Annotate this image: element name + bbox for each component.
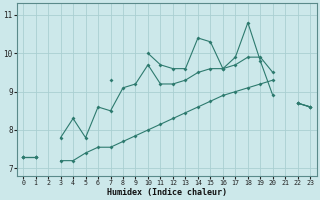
X-axis label: Humidex (Indice chaleur): Humidex (Indice chaleur) (107, 188, 227, 197)
